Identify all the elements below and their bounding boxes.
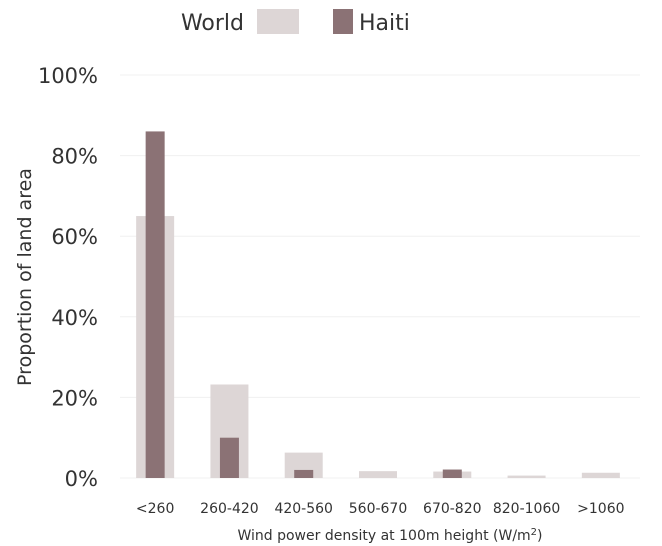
x-tick-label: 820-1060: [493, 501, 560, 517]
bar-haiti: [219, 437, 239, 478]
bar-world: [359, 471, 397, 478]
y-tick-label: 80%: [51, 145, 98, 169]
y-tick-label: 60%: [51, 225, 98, 249]
bar-haiti: [442, 469, 462, 478]
legend-world-swatch: [257, 9, 299, 34]
gridlines: [120, 74, 640, 479]
x-axis-ticks: <260 260-420 420-560 560-670 670-820 820-1060…: [136, 501, 625, 517]
y-tick-label: 100%: [38, 64, 98, 88]
y-axis-label: Proportion of land area: [14, 168, 36, 386]
bar-haiti: [294, 469, 314, 478]
bar-world: [507, 475, 546, 478]
x-tick-label: 670-820: [423, 501, 482, 517]
x-tick-label: 560-670: [349, 501, 408, 517]
x-tick-label: <260: [136, 501, 174, 517]
y-tick-label: 20%: [51, 386, 98, 410]
x-tick-label: 420-560: [274, 501, 333, 517]
legend-haiti-swatch: [333, 9, 353, 34]
y-tick-label: 40%: [51, 306, 98, 330]
legend: World Haiti: [181, 9, 410, 36]
legend-world-label: World: [181, 11, 244, 36]
bar-world: [581, 472, 620, 478]
x-tick-label: 260-420: [200, 501, 259, 517]
legend-haiti-label: Haiti: [359, 11, 410, 36]
bar-haiti: [145, 131, 165, 479]
x-axis-label: Wind power density at 100m height (W/m2): [237, 527, 542, 544]
y-tick-label: 0%: [65, 467, 98, 491]
bars: [136, 131, 620, 479]
y-axis-ticks: 0% 20% 40% 60% 80% 100%: [38, 64, 98, 491]
x-tick-label: >1060: [577, 501, 624, 517]
